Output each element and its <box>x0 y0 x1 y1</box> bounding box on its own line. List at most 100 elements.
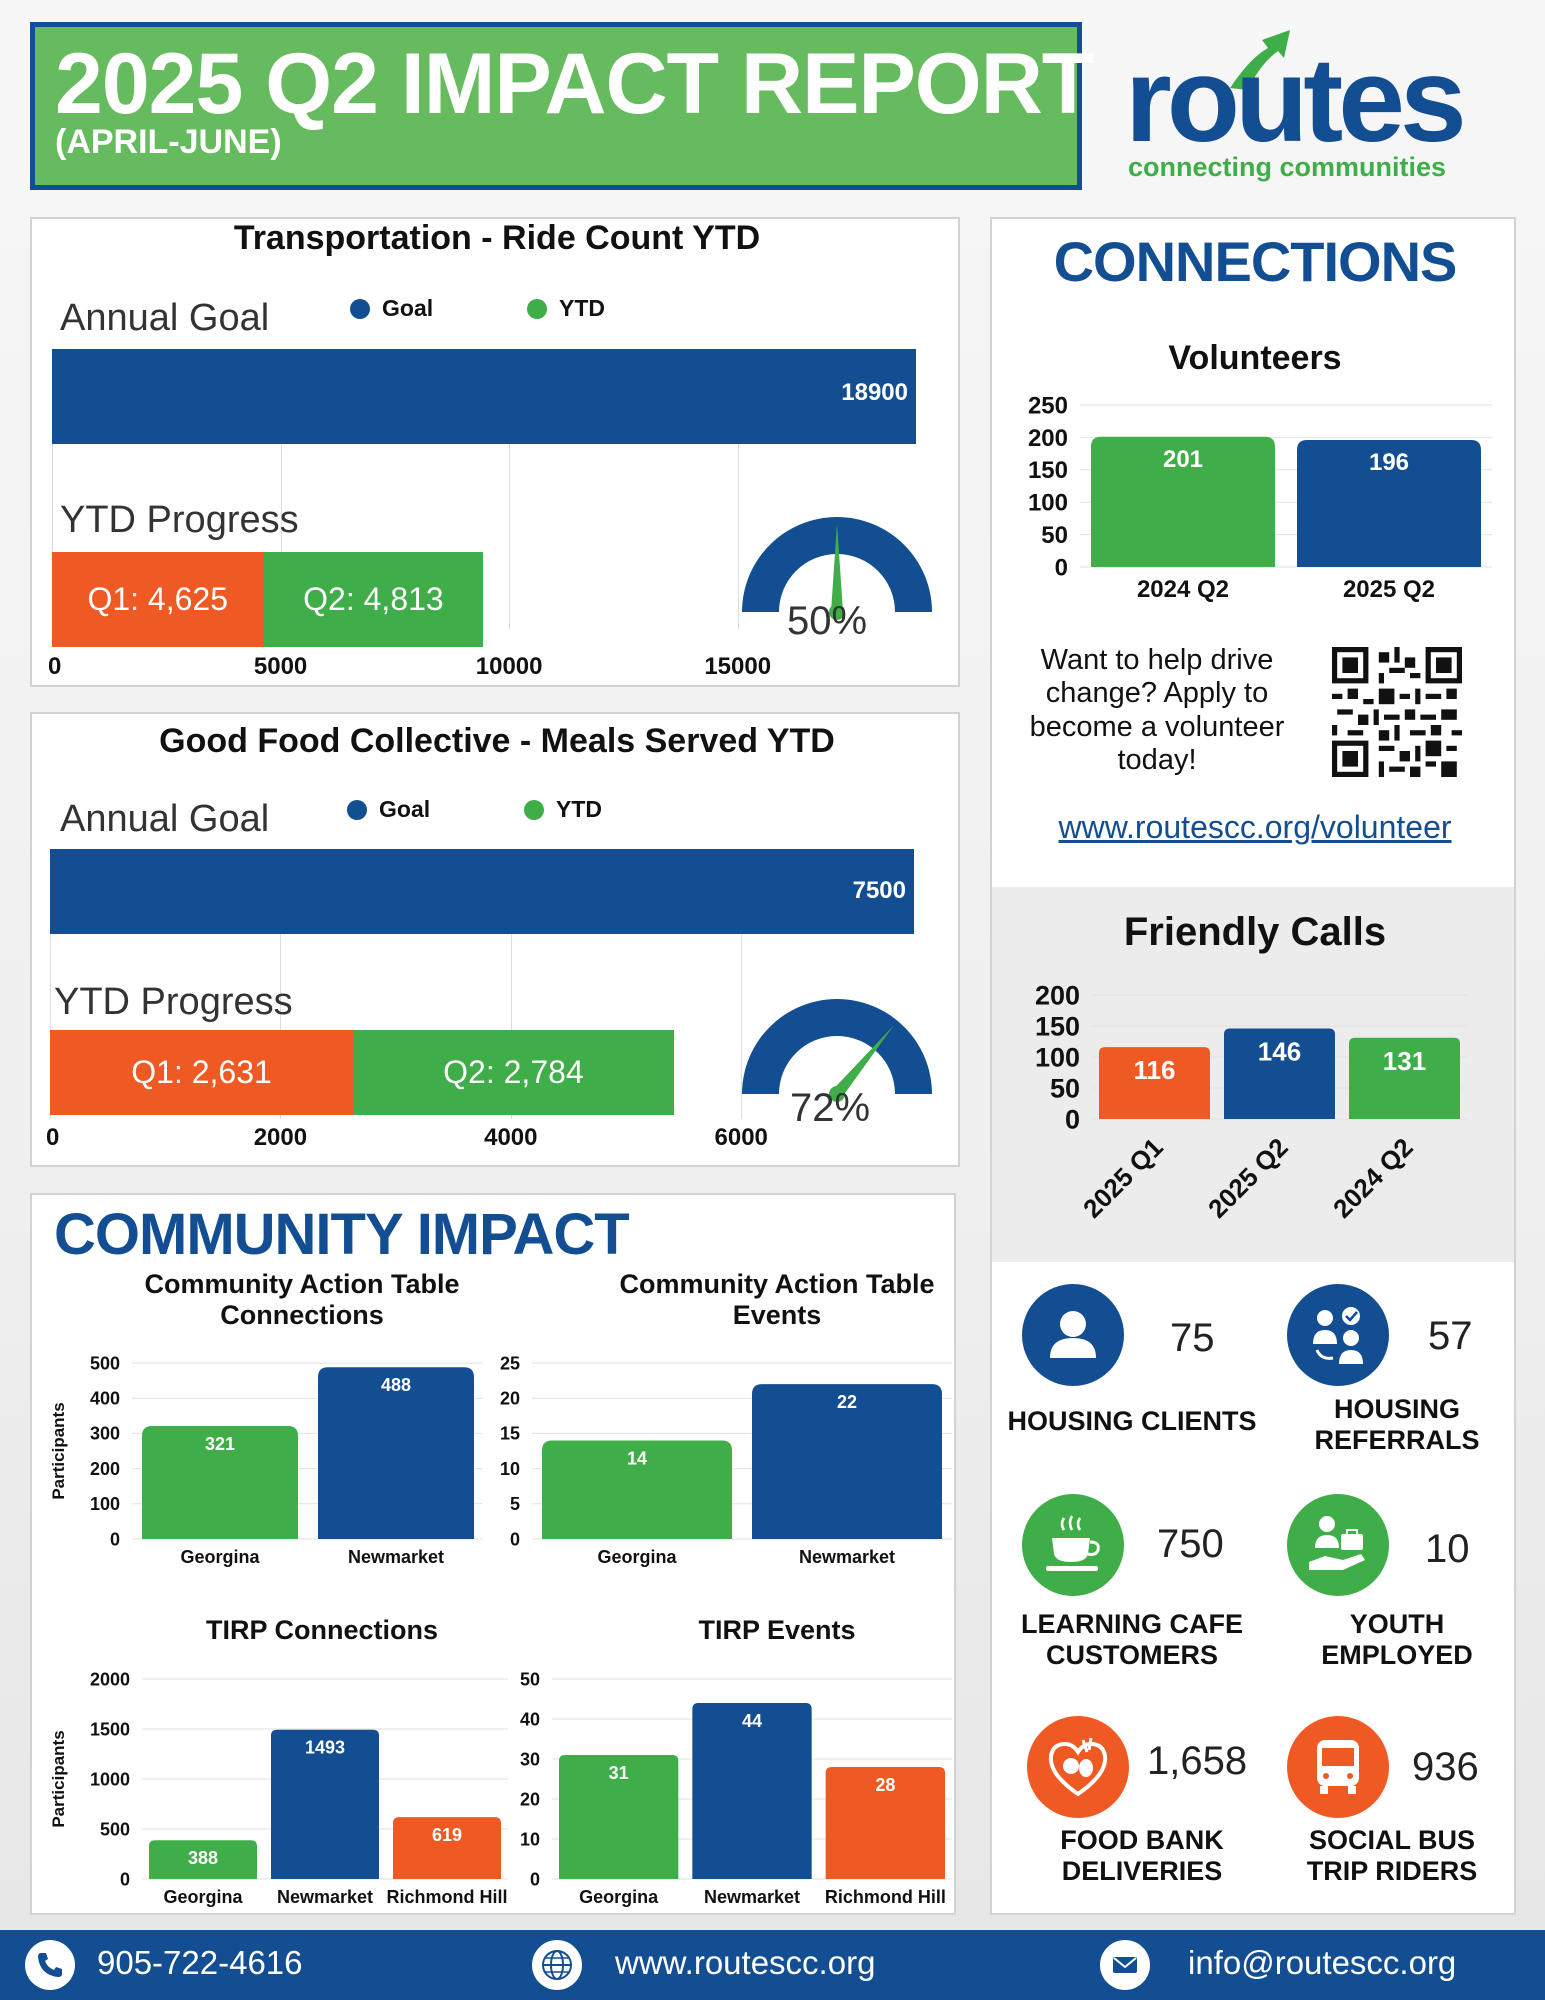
envelope-icon <box>1113 1957 1137 1973</box>
footer-phone[interactable]: 905-722-4616 <box>97 1944 303 1981</box>
x-tick-label: Newmarket <box>704 1887 800 1907</box>
transportation-goal-value: 18900 <box>841 379 908 406</box>
bar-value-label: 1493 <box>305 1738 345 1758</box>
gridline <box>510 849 512 1119</box>
food-legend-goal: Goal <box>347 796 430 823</box>
gridline <box>280 349 282 629</box>
coffee-cup-icon <box>1046 1515 1100 1571</box>
footer-website[interactable]: www.routescc.org <box>615 1944 876 1981</box>
bar-richmond-hill <box>825 1767 945 1879</box>
title-banner: 2025 Q2 IMPACT REPORT (APRIL-JUNE) <box>30 22 1094 190</box>
routes-logo: routes connecting communities <box>1120 18 1480 188</box>
bar-2025-q2 <box>1224 1028 1335 1119</box>
globe-icon <box>542 1950 572 1980</box>
globe-icon-wrap <box>532 1940 582 1990</box>
housing-referrals-icon-wrap <box>1287 1284 1389 1386</box>
bar-georgina <box>142 1426 298 1539</box>
gauge-needle <box>832 1025 894 1098</box>
x-tick-label: Richmond Hill <box>825 1887 946 1907</box>
bar-value-label: 619 <box>432 1825 462 1845</box>
housing-referrals-label: HOUSING REFERRALS <box>1314 1394 1480 1456</box>
y-tick-label: 150 <box>1028 457 1068 484</box>
chart-title: TIRP Connections <box>206 1617 438 1645</box>
axis-tick-label: 2000 <box>253 1124 308 1151</box>
bar-georgina <box>559 1755 679 1879</box>
learning-cafe-label: LEARNING CAFE CUSTOMERS <box>1021 1609 1243 1671</box>
bar-value-label: 44 <box>742 1711 762 1731</box>
transportation-gauge-pct: 50% <box>787 599 868 643</box>
bar-newmarket <box>752 1384 942 1539</box>
bar-value-label: 31 <box>609 1763 629 1783</box>
gridline <box>741 849 743 1119</box>
x-tick-label: Newmarket <box>348 1547 444 1567</box>
food-gauge-pct: 72% <box>790 1086 871 1130</box>
food-legend-ytd: YTD <box>524 796 602 823</box>
transportation-panel: Transportation - Ride Count YTD Annual G… <box>30 217 960 687</box>
social-bus-icon-wrap <box>1287 1716 1389 1818</box>
y-tick-label: 20 <box>520 1789 540 1809</box>
food-title: Good Food Collective - Meals Served YTD <box>159 722 835 760</box>
transportation-ticks: 0 5000 10000 15000 <box>48 653 952 683</box>
x-tick-label: 2025 Q1 <box>1077 1132 1169 1224</box>
transportation-legend-goal: Goal <box>350 295 433 322</box>
food-grid <box>50 849 950 1119</box>
y-tick-label: 2000 <box>90 1669 130 1689</box>
gauge-hub <box>829 604 845 620</box>
footer-email[interactable]: info@routescc.org <box>1188 1944 1457 1981</box>
food-bank-label: FOOD BANK DELIVERIES <box>1060 1825 1224 1887</box>
volunteer-prompt: Want to help drive change? Apply to beco… <box>1029 644 1285 777</box>
transportation-q1-label: Q1: 4,625 <box>87 581 228 617</box>
gauge-arc <box>742 999 932 1094</box>
bar-georgina <box>542 1440 732 1539</box>
volunteer-link[interactable]: www.routescc.org/volunteer <box>1058 809 1452 845</box>
email-icon-wrap <box>1100 1940 1150 1990</box>
community-title: COMMUNITY IMPACT <box>54 1202 630 1267</box>
person-icon <box>1050 1311 1096 1358</box>
phone-icon <box>38 1953 62 1977</box>
gauge-arc <box>742 517 932 612</box>
x-tick-label: Georgina <box>597 1547 677 1567</box>
bar-value-label: 22 <box>837 1392 857 1412</box>
y-tick-label: 5 <box>510 1494 520 1514</box>
chart-title: Community Action Table <box>144 1271 459 1299</box>
gridline <box>50 849 51 1119</box>
y-tick-label: 500 <box>100 1819 130 1839</box>
legend-goal-dot <box>347 799 367 820</box>
bar-value-label: 131 <box>1383 1046 1426 1076</box>
food-panel: Good Food Collective - Meals Served YTD … <box>30 712 960 1167</box>
axis-tick-label: 10000 <box>475 653 543 680</box>
x-tick-label: 2025 Q2 <box>1202 1132 1294 1224</box>
y-tick-label: 10 <box>500 1459 520 1479</box>
housing-clients-value: 75 <box>1170 1316 1215 1360</box>
logo-wordmark: routes <box>1125 33 1467 167</box>
bar-2025-q2 <box>1297 439 1481 567</box>
x-tick-label: Georgina <box>579 1887 659 1907</box>
transportation-goal-label: Annual Goal <box>60 297 270 339</box>
chart-title: Friendly Calls <box>1124 910 1386 954</box>
axis-tick-label: 0 <box>46 1124 60 1151</box>
axis-tick-label: 5000 <box>253 653 308 680</box>
transportation-title: Transportation - Ride Count YTD <box>233 219 761 257</box>
chart-title: TIRP Events <box>698 1617 855 1645</box>
transportation-gauge <box>742 517 932 620</box>
x-tick-label: 2024 Q2 <box>1327 1132 1419 1224</box>
transportation-goal-bar: 18900 <box>52 349 916 444</box>
connections-panel: CONNECTIONS Volunteers 0 50 100 150 200 250 201… <box>990 217 1516 1915</box>
y-tick-label: 200 <box>90 1459 120 1479</box>
x-tick-label: Richmond Hill <box>387 1887 508 1907</box>
bar-newmarket <box>692 1703 812 1879</box>
legend-goal-dot <box>350 298 370 319</box>
food-bank-icon-wrap <box>1027 1716 1129 1818</box>
y-tick-label: 0 <box>510 1529 520 1549</box>
volunteer-qr-code[interactable] <box>1332 647 1462 777</box>
y-tick-label: 25 <box>500 1353 520 1373</box>
x-tick-label: 2024 Q2 <box>1137 576 1229 603</box>
community-panel: COMMUNITY IMPACT Community Action Table C… <box>30 1193 956 1915</box>
footer-bar: 905-722-4616 www.routescc.org info@route… <box>0 1930 1545 2000</box>
x-tick-label: 2025 Q2 <box>1343 576 1435 603</box>
axis-tick-label: 4000 <box>484 1124 538 1151</box>
y-tick-label: 300 <box>90 1424 120 1444</box>
social-bus-label: SOCIAL BUS TRIP RIDERS <box>1306 1825 1478 1887</box>
bar-value-label: 196 <box>1369 449 1409 476</box>
